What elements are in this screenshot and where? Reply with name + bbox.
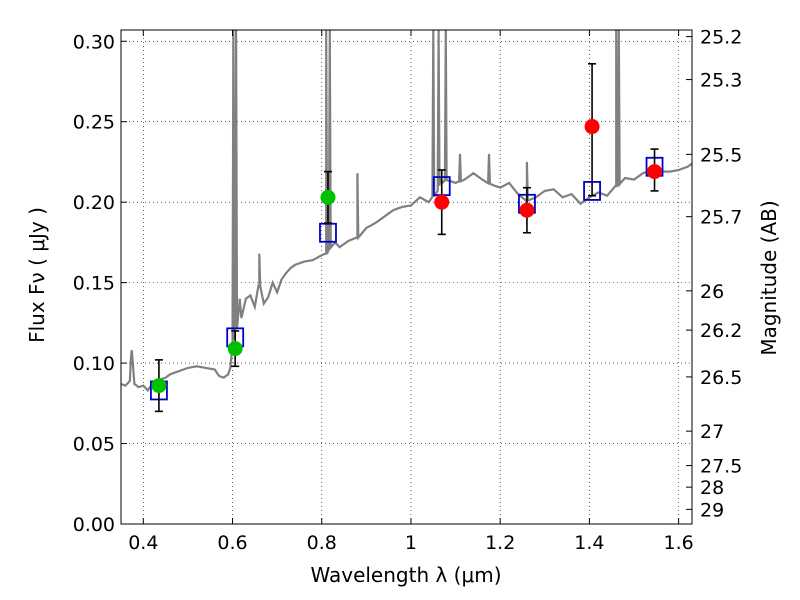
right-tick-label: 25.2 <box>700 27 742 49</box>
observed-point <box>647 164 663 180</box>
observed-photometry <box>151 62 663 413</box>
right-tick-label: 26.2 <box>700 320 742 342</box>
y-axis-label: Flux Fν ( μJy ) <box>25 207 49 343</box>
right-tick-label: 27.5 <box>700 456 742 478</box>
tick-labels: 0.4 0.6 0.8 1 1.2 1.4 1.6 0.00 0.05 0.10 0.15 0.20 0… <box>73 27 743 554</box>
right-tick-label: 25.7 <box>700 207 742 229</box>
x-axis-label: Wavelength λ (μm) <box>310 563 501 587</box>
x-tick-label: 0.6 <box>217 532 247 554</box>
x-tick-label: 1.6 <box>664 532 694 554</box>
y-tick-label: 0.10 <box>73 353 115 375</box>
right-tick-label: 27 <box>700 421 724 443</box>
y-tick-label: 0.20 <box>73 192 115 214</box>
x-tick-label: 0.8 <box>307 532 337 554</box>
right-tick-label: 25.5 <box>700 144 742 166</box>
observed-point <box>151 378 167 394</box>
y-tick-label: 0.25 <box>73 112 115 134</box>
right-tick-label: 29 <box>700 499 724 521</box>
right-tick-label: 26.5 <box>700 367 742 389</box>
model-spectrum <box>121 30 692 393</box>
observed-point <box>227 341 243 357</box>
y-right-axis-label: Magnitude (AB) <box>757 200 781 355</box>
y-tick-label: 0.30 <box>73 31 115 53</box>
y-tick-label: 0.05 <box>73 434 115 456</box>
observed-point <box>434 194 450 210</box>
grid-lines <box>121 30 692 524</box>
right-tick-label: 26 <box>700 281 724 303</box>
right-tick-label: 25.3 <box>700 70 742 92</box>
x-tick-label: 1 <box>405 532 417 554</box>
model-spectrum-line <box>121 30 692 393</box>
y-tick-label: 0.00 <box>73 514 115 536</box>
observed-point <box>320 189 336 205</box>
observed-point <box>519 202 535 218</box>
x-tick-label: 0.4 <box>128 532 158 554</box>
plot-frame <box>120 29 693 525</box>
y-tick-label: 0.15 <box>73 273 115 295</box>
axis-ticks <box>121 30 692 525</box>
x-tick-label: 1.4 <box>574 532 604 554</box>
x-tick-label: 1.2 <box>485 532 515 554</box>
right-tick-label: 28 <box>700 477 724 499</box>
observed-point <box>584 119 600 135</box>
